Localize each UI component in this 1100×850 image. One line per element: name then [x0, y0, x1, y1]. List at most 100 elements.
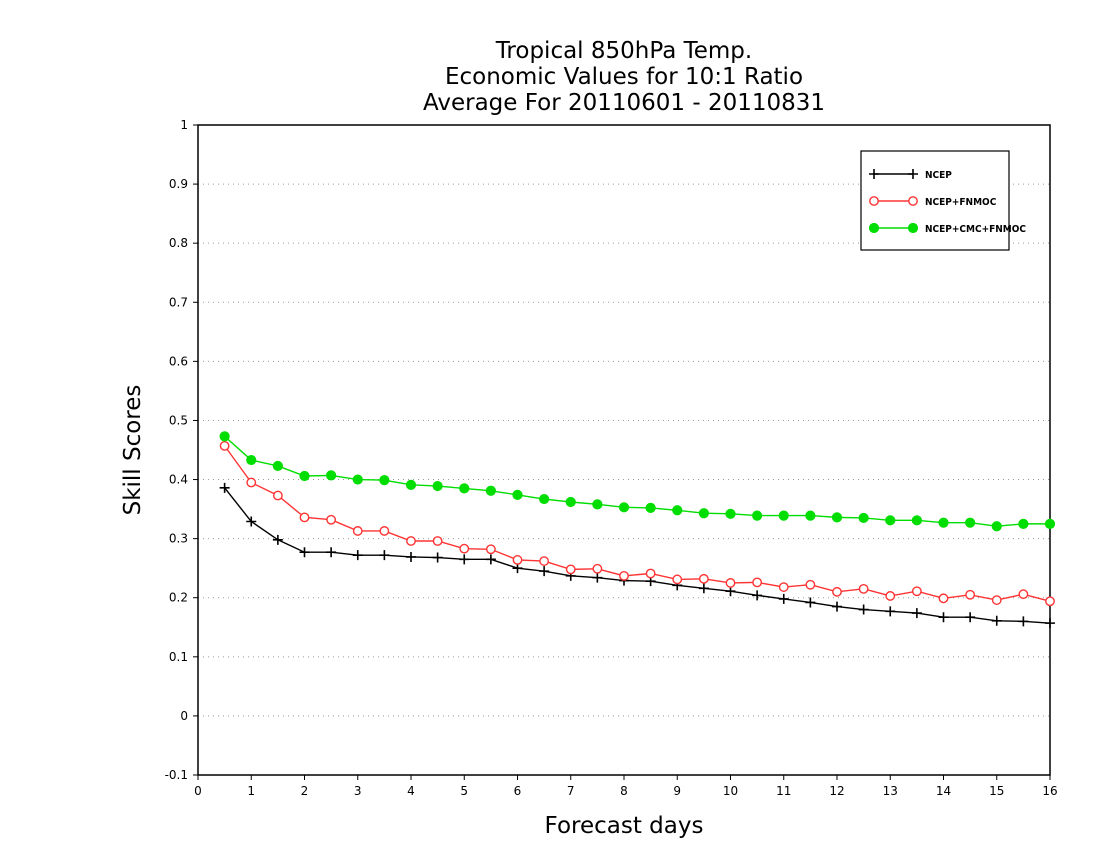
- y-tick-label: 0.4: [169, 473, 188, 487]
- x-tick-label: 2: [301, 784, 309, 798]
- data-point: [352, 550, 363, 561]
- y-tick-label: -0.1: [165, 768, 188, 782]
- data-point: [432, 536, 443, 546]
- x-tick-label: 13: [883, 784, 898, 798]
- data-point: [406, 551, 416, 562]
- data-series: [219, 431, 1056, 629]
- y-tick-label: 0.8: [169, 236, 188, 250]
- data-point: [512, 555, 523, 565]
- x-axis-ticks: 0 1 2 3 4 5 6 7 8 9 10 11 12 13 14 15 16: [194, 775, 1058, 798]
- legend-entry: NCEP+CMC+FNMOC: [868, 222, 1026, 235]
- data-point: [1018, 518, 1029, 529]
- x-tick-label: 16: [1042, 784, 1057, 798]
- x-tick-label: 7: [567, 784, 575, 798]
- data-point: [565, 564, 576, 575]
- legend-label: NCEP+CMC+FNMOC: [925, 224, 1026, 235]
- legend-swatch-marker: [869, 169, 879, 179]
- data-point: [539, 493, 550, 505]
- data-point: [485, 485, 496, 496]
- x-tick-label: 11: [776, 784, 791, 798]
- data-point: [911, 608, 922, 619]
- x-tick-label: 5: [460, 784, 468, 798]
- data-point: [831, 512, 843, 523]
- data-point: [778, 582, 789, 592]
- gridlines: [198, 183, 1050, 717]
- x-tick-label: 10: [723, 784, 738, 798]
- data-point: [272, 460, 283, 472]
- x-tick-label: 6: [514, 784, 522, 798]
- data-point: [752, 510, 763, 521]
- data-point: [246, 516, 257, 527]
- series-line: [224, 435, 1050, 527]
- y-tick-label: 0.2: [169, 591, 188, 605]
- data-point: [512, 489, 523, 501]
- data-point: [698, 508, 709, 519]
- data-point: [219, 440, 230, 451]
- data-point: [592, 499, 603, 510]
- data-point: [565, 496, 576, 508]
- x-tick-label: 9: [673, 784, 681, 798]
- data-point: [299, 512, 310, 523]
- x-axis-title: Forecast days: [545, 813, 704, 839]
- data-point: [698, 573, 709, 584]
- legend-entry: NCEP: [869, 169, 952, 181]
- data-point: [752, 577, 763, 588]
- data-point: [991, 595, 1002, 605]
- data-point: [725, 586, 736, 597]
- series-2: [219, 440, 1055, 607]
- legend: NCEP NCEP+FNMOC NCEP+CMC+FNMOC: [860, 150, 1026, 251]
- y-tick-label: 0.1: [169, 650, 188, 664]
- y-axis-title: Skill Scores: [120, 385, 146, 516]
- series-1: [219, 482, 1055, 629]
- x-tick-label: 1: [247, 784, 255, 798]
- data-point: [698, 583, 709, 594]
- data-point: [352, 526, 363, 536]
- data-point: [1044, 518, 1056, 529]
- data-point: [352, 474, 363, 485]
- data-point: [911, 586, 922, 597]
- data-point: [272, 534, 283, 545]
- data-point: [885, 606, 896, 617]
- data-point: [778, 510, 789, 521]
- series-line: [224, 445, 1051, 602]
- data-point: [459, 554, 470, 565]
- x-tick-label: 4: [407, 784, 415, 798]
- data-point: [539, 556, 550, 566]
- data-point: [725, 578, 736, 588]
- data-point: [1045, 618, 1055, 629]
- data-point: [272, 490, 283, 501]
- data-point: [592, 563, 603, 574]
- data-point: [406, 536, 416, 546]
- y-tick-label: 0.5: [169, 413, 188, 427]
- y-tick-label: 0.7: [169, 295, 188, 309]
- data-point: [965, 612, 976, 623]
- data-point: [1018, 589, 1029, 600]
- data-point: [832, 586, 842, 597]
- data-point: [618, 502, 630, 513]
- legend-swatch-marker: [868, 222, 880, 234]
- data-point: [459, 543, 470, 554]
- data-point: [1045, 596, 1055, 607]
- data-point: [1018, 616, 1029, 627]
- data-point: [379, 475, 390, 486]
- chart-title-line-3: Average For 20110601 - 20110831: [423, 90, 825, 116]
- chart-title-line-2: Economic Values for 10:1 Ratio: [445, 64, 803, 90]
- data-point: [619, 570, 629, 581]
- legend-swatch-marker: [908, 196, 918, 206]
- data-point: [485, 554, 496, 565]
- legend-swatch-marker: [907, 222, 919, 234]
- y-tick-label: 1: [180, 118, 188, 132]
- data-point: [432, 552, 443, 563]
- data-point: [645, 502, 656, 514]
- data-point: [246, 477, 257, 488]
- data-point: [885, 591, 896, 601]
- chart-title-line-1: Tropical 850hPa Temp.: [495, 38, 752, 64]
- y-tick-label: 0.3: [169, 532, 188, 546]
- legend-label: NCEP: [925, 170, 952, 181]
- x-tick-label: 0: [194, 784, 202, 798]
- data-point: [858, 604, 869, 615]
- data-point: [299, 470, 310, 482]
- data-point: [459, 483, 470, 494]
- x-tick-label: 14: [936, 784, 951, 798]
